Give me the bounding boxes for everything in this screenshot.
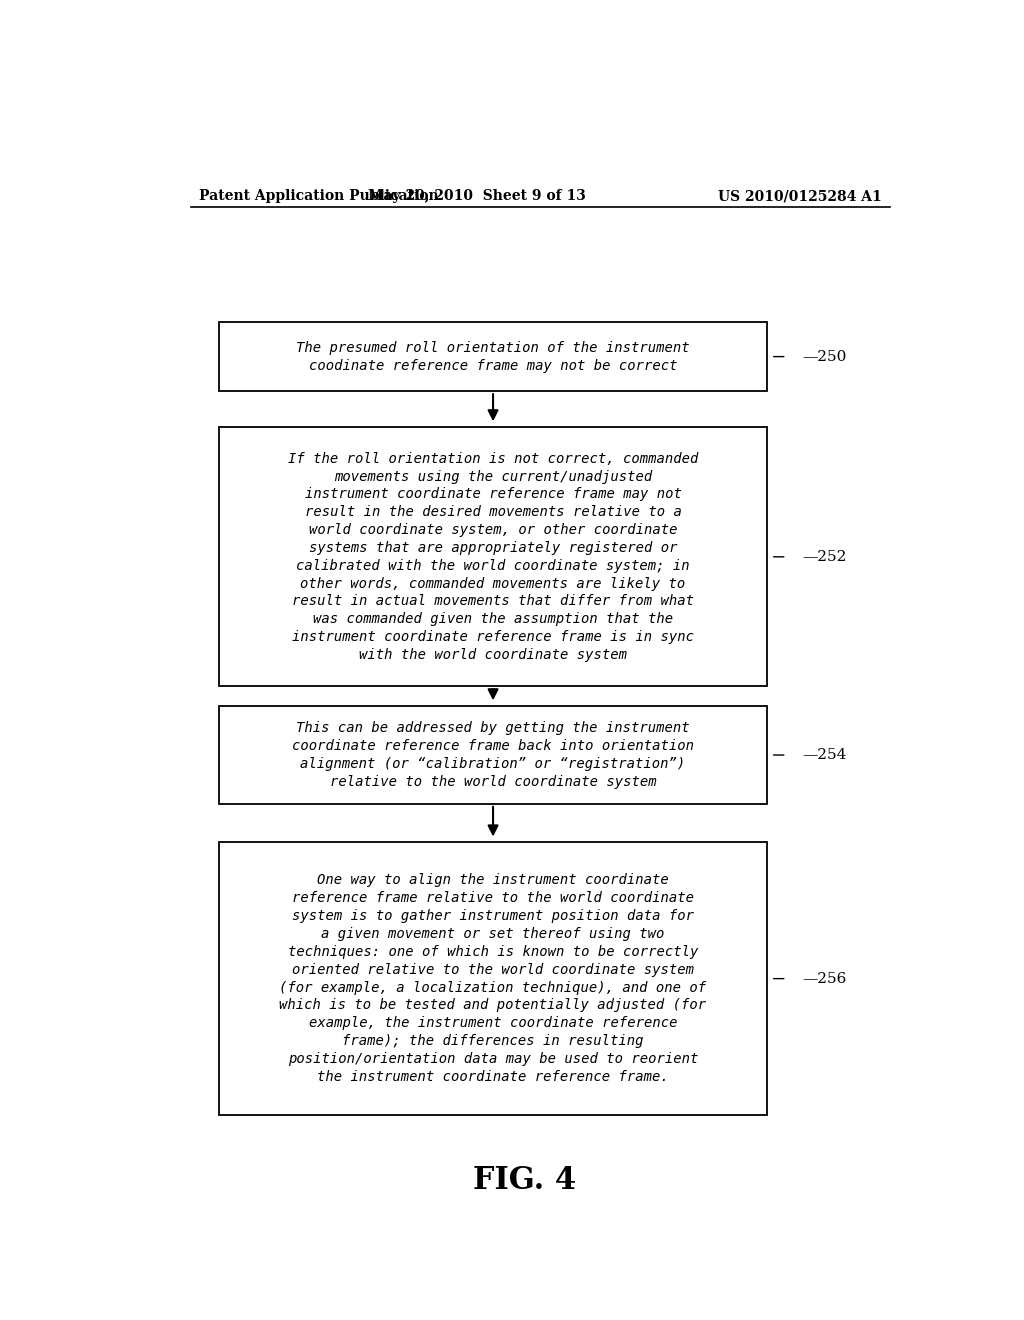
Text: FIG. 4: FIG. 4	[473, 1166, 577, 1196]
Text: Patent Application Publication: Patent Application Publication	[200, 189, 439, 203]
Text: —254: —254	[803, 748, 847, 762]
Text: May 20, 2010  Sheet 9 of 13: May 20, 2010 Sheet 9 of 13	[369, 189, 586, 203]
Bar	[219, 322, 767, 391]
Text: This can be addressed by getting the instrument
coordinate reference frame back : This can be addressed by getting the ins…	[292, 721, 694, 789]
Text: If the roll orientation is not correct, commanded
movements using the current/un: If the roll orientation is not correct, …	[288, 451, 698, 663]
Text: One way to align the instrument coordinate
reference frame relative to the world: One way to align the instrument coordina…	[280, 874, 707, 1084]
Bar	[219, 706, 767, 804]
Text: US 2010/0125284 A1: US 2010/0125284 A1	[718, 189, 882, 203]
Text: —256: —256	[803, 972, 847, 986]
Bar	[219, 842, 767, 1115]
Text: —250: —250	[803, 350, 847, 363]
Text: —252: —252	[803, 550, 847, 564]
Text: The presumed roll orientation of the instrument
coodinate reference frame may no: The presumed roll orientation of the ins…	[296, 341, 690, 372]
Bar	[219, 428, 767, 686]
